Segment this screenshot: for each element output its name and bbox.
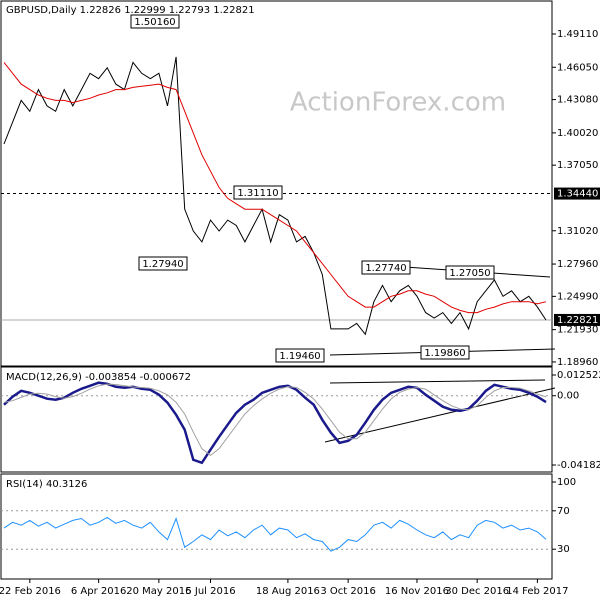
series-line <box>3 62 547 314</box>
y-tick-label: 0.00 <box>557 391 579 402</box>
macd-trendline <box>324 387 556 443</box>
series-line <box>3 516 547 552</box>
macd-title: MACD(12,26,9) -0.003854 -0.000672 <box>6 372 191 383</box>
x-tick-label: 30 Dec 2016 <box>445 586 509 597</box>
x-tick-label: 6 Apr 2016 <box>71 586 126 597</box>
y-tick-label: 1.46050 <box>557 62 598 73</box>
rsi-panel <box>0 473 553 580</box>
y-tick-label: 30 <box>557 544 570 555</box>
annotation-label: 1.27940 <box>142 259 183 270</box>
x-tick-label: 18 Aug 2016 <box>256 586 320 597</box>
y-tick-label: 1.21930 <box>557 325 598 336</box>
y-tick-label: 1.27960 <box>557 259 598 270</box>
chart-title: GBPUSD,Daily 1.22826 1.22999 1.22793 1.2… <box>6 5 255 16</box>
x-tick-label: 5 Jul 2016 <box>185 586 235 597</box>
y-tick-label: 1.40020 <box>557 128 598 139</box>
y-tick-label: 100 <box>557 477 576 488</box>
y-tick-label: 1.24990 <box>557 291 598 302</box>
y-tick-label: 1.49110 <box>557 29 598 40</box>
level-label: 1.22821 <box>557 315 598 326</box>
y-tick-label: 1.43080 <box>557 95 598 106</box>
annotation-box <box>130 14 180 29</box>
x-tick-label: 16 Nov 2016 <box>385 586 449 597</box>
level-label: 1.34440 <box>557 189 598 200</box>
price-panel <box>0 0 553 367</box>
series-line <box>3 56 547 336</box>
annotation-box <box>275 348 325 363</box>
y-tick-label: 1.18960 <box>557 357 598 368</box>
annotation-label: 1.50160 <box>134 17 175 28</box>
annotation-label: 1.19860 <box>424 348 465 359</box>
annotation-label: 1.31110 <box>237 188 278 199</box>
x-tick-label: 20 May 2016 <box>126 586 191 597</box>
annotation-box <box>420 345 470 360</box>
y-tick-label: 1.31020 <box>557 226 598 237</box>
annotation-label: 1.27050 <box>449 268 490 279</box>
macd-trendline <box>329 379 546 384</box>
annotation-box <box>361 260 411 275</box>
series-line <box>3 383 547 457</box>
annotation-box <box>138 256 188 271</box>
watermark: ActionForex.com <box>290 88 506 118</box>
macd-panel <box>0 366 553 473</box>
x-tick-label: 3 Oct 2016 <box>320 586 375 597</box>
annotation-label: 1.27740 <box>365 263 406 274</box>
level-box <box>554 187 600 200</box>
y-tick-label: 70 <box>557 506 570 517</box>
annotation-label: 1.19460 <box>279 351 320 362</box>
rsi-title: RSI(14) 40.3126 <box>6 479 87 490</box>
annotation-box <box>445 265 495 280</box>
y-tick-label: -0.041823 <box>557 460 600 471</box>
y-tick-label: 0.012522 <box>557 370 600 381</box>
x-tick-label: 14 Feb 2017 <box>506 586 568 597</box>
series-line <box>3 381 547 465</box>
annotation-box <box>233 185 283 200</box>
level-box <box>554 313 600 326</box>
x-tick-label: 22 Feb 2016 <box>0 586 61 597</box>
y-tick-label: 1.37050 <box>557 160 598 171</box>
